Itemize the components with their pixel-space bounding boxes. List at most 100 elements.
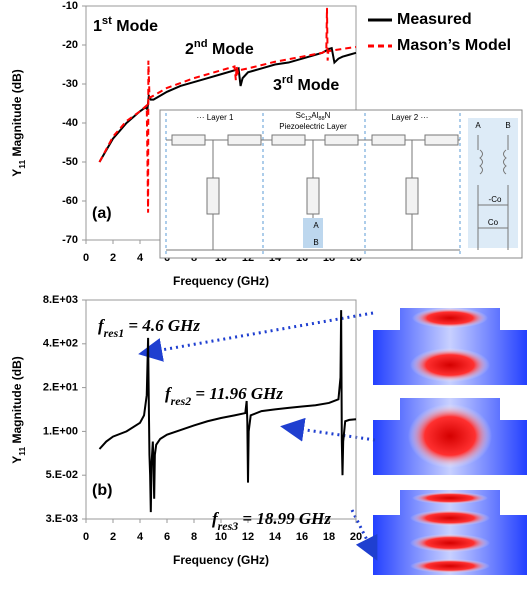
text-part: 11 [17, 447, 27, 456]
text-part: = 4.6 GHz [124, 316, 200, 335]
text-part: f [212, 509, 220, 528]
inset-label: A [475, 121, 481, 130]
text-part: res2 [171, 394, 192, 408]
text-part: = 18.99 GHz [238, 509, 331, 528]
x-tick-label: 12 [242, 531, 254, 543]
annotation: fres3 = 18.99 GHz [212, 509, 331, 533]
y-tick-label: 2.E+01 [43, 382, 78, 394]
resistor [227, 134, 262, 146]
x-tick-label: 0 [83, 252, 89, 264]
inset-label: B [505, 121, 510, 130]
y-tick-label: 1.E+00 [43, 425, 78, 437]
text-part: nd [194, 38, 208, 50]
resistor [371, 134, 406, 146]
text-part: N [325, 111, 331, 120]
y-tick-label: 3.E-03 [46, 513, 78, 525]
annotation: 1st Mode [93, 15, 158, 35]
x-tick-label: 8 [191, 531, 197, 543]
mode-shape [373, 490, 527, 575]
text-part: f [98, 316, 106, 335]
x-tick-label: 16 [296, 531, 308, 543]
arrow [280, 417, 376, 442]
text-part: Mode [208, 41, 254, 58]
y-tick-label: 4.E+02 [43, 338, 78, 350]
text-part: Magnitude (dB) [10, 69, 24, 160]
transformer-box [468, 118, 518, 248]
text-part: 12 [305, 116, 311, 122]
resistor [206, 177, 220, 215]
y-tick-label: -70 [62, 234, 78, 246]
text-part: Sc [296, 111, 305, 120]
resistor [324, 134, 359, 146]
y-tick-label: -60 [62, 195, 78, 207]
circuit-inset: ··· Layer 1 Layer 2 ··· Sc12Al88N Piezoe… [159, 109, 523, 259]
arrow [350, 509, 378, 561]
legend-label: Mason’s Model [397, 37, 511, 54]
resistor [306, 177, 320, 215]
text-part: 1 [93, 18, 102, 35]
panel-label: (a) [92, 205, 112, 222]
x-tick-label: 2 [110, 531, 116, 543]
inset-label: Piezoelectric Layer [279, 122, 347, 131]
annotation: 3rd Mode [273, 74, 339, 94]
mode-shape [373, 398, 527, 475]
y-tick-label: -10 [62, 0, 78, 12]
text-part: st [102, 15, 112, 27]
data-line [98, 310, 357, 513]
inset-label: Co [488, 218, 499, 227]
x-tick-label: 20 [350, 531, 362, 543]
text-part: 3 [273, 77, 282, 94]
inset-label: B [313, 238, 318, 247]
x-tick-label: 10 [215, 531, 227, 543]
text-part: = 11.96 GHz [191, 384, 283, 403]
resistor [405, 177, 419, 215]
arrow [138, 311, 374, 362]
annotation: fres2 = 11.96 GHz [165, 384, 283, 408]
transformer [477, 135, 509, 250]
x-axis-label: Frequency (GHz) [173, 274, 269, 288]
resistor [271, 134, 306, 146]
x-tick-label: 2 [110, 252, 116, 264]
y-tick-label: -20 [62, 39, 78, 51]
text-part: Magnitude (dB) [10, 356, 24, 447]
y-tick-label: 8.E+03 [43, 294, 78, 306]
inset-label: A [313, 221, 319, 230]
y-axis-label: Y11 Magnitude (dB) [10, 356, 27, 464]
text-part: Y [10, 169, 24, 177]
text-part: Al [311, 111, 318, 120]
text-part: f [165, 384, 173, 403]
x-tick-label: 18 [323, 531, 335, 543]
panel-label: (b) [92, 482, 112, 499]
y-tick-label: -30 [62, 78, 78, 90]
text-part: Mode [112, 18, 158, 35]
port-box [303, 218, 323, 248]
x-tick-label: 6 [164, 531, 170, 543]
legend-label: Measured [397, 11, 472, 28]
inset-label: Sc12Al88N [296, 111, 331, 122]
text-part: 2 [185, 41, 194, 58]
y-axis-label: Y11 Magnitude (dB) [10, 69, 27, 177]
inset-label: -Co [489, 195, 502, 204]
text-part: rd [282, 74, 293, 86]
x-tick-label: 14 [269, 531, 282, 543]
text-part: Mode [293, 77, 339, 94]
annotation: fres1 = 4.6 GHz [98, 316, 200, 340]
text-part: 88 [318, 116, 324, 122]
x-tick-label: 4 [137, 531, 144, 543]
y-tick-label: -50 [62, 156, 78, 168]
y-tick-label: -40 [62, 117, 78, 129]
resistor [171, 134, 206, 146]
text-part: res3 [218, 519, 239, 533]
inset-label: Layer 2 ··· [392, 113, 429, 122]
x-tick-label: 0 [83, 531, 89, 543]
text-part: 11 [17, 160, 27, 169]
text-part: Y [10, 456, 24, 464]
x-tick-label: 4 [137, 252, 144, 264]
x-axis-label: Frequency (GHz) [173, 553, 269, 567]
y-tick-label: 5.E-02 [46, 469, 78, 481]
text-part: res1 [104, 326, 124, 340]
data-line [98, 7, 357, 213]
inset-label: ··· Layer 1 [197, 113, 234, 122]
resistor [424, 134, 459, 146]
